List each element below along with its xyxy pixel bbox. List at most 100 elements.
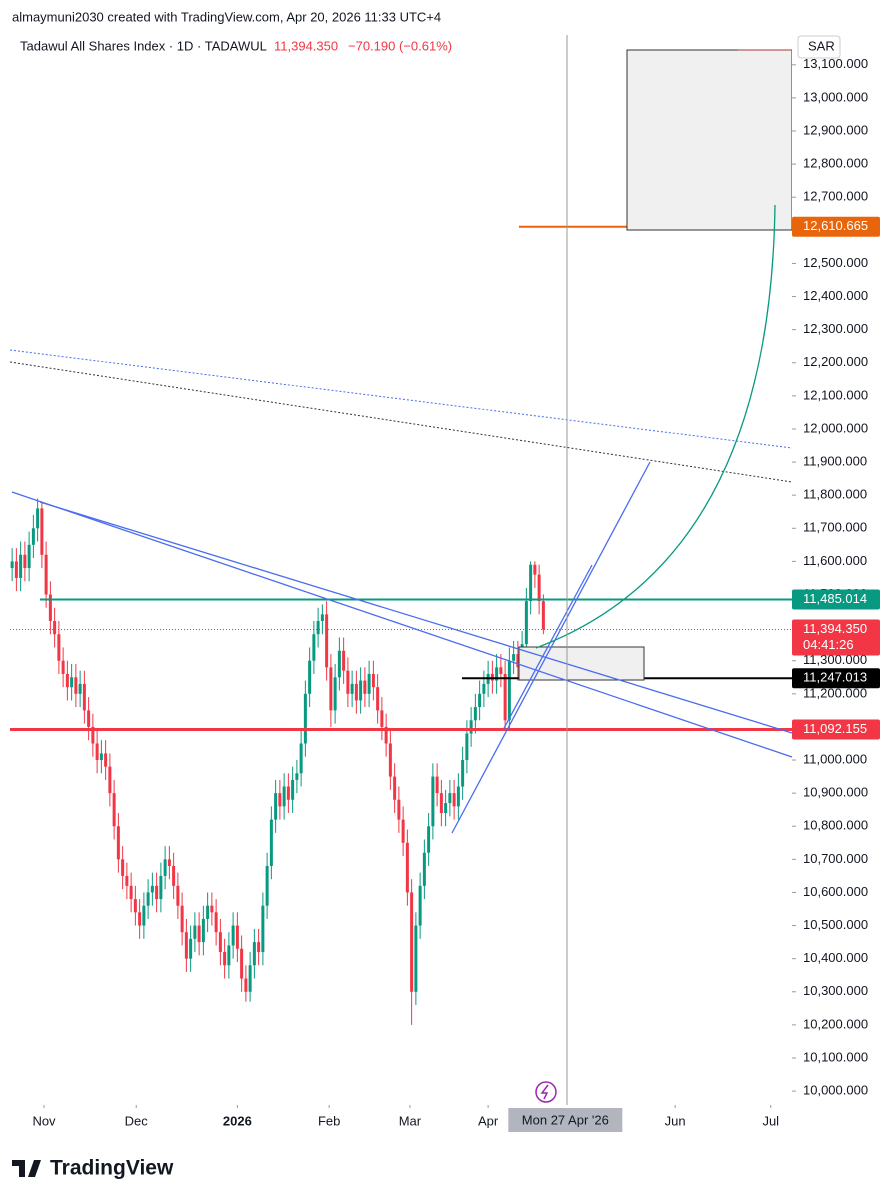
candle-body (27, 544, 31, 569)
x-tick-label: Nov (32, 1113, 56, 1128)
level-label-bg (792, 589, 880, 610)
candle-body (278, 793, 282, 807)
candle-body (53, 620, 57, 635)
trend-dotted (9, 349, 793, 449)
trendline (451, 461, 651, 834)
y-tick-label: 10,900.000 (803, 785, 868, 800)
candle-body (333, 677, 337, 711)
candle-body (299, 743, 303, 774)
y-tick-label: 10,800.000 (803, 818, 868, 833)
candle-body (380, 710, 384, 727)
candle-body (10, 561, 14, 569)
target-box (626, 49, 793, 231)
candle-body (503, 673, 507, 721)
candle-body (99, 753, 103, 761)
symbol: Tadawul All Shares Index · 1D · TADAWUL (20, 38, 267, 53)
candle-body (291, 779, 295, 800)
candle-body (19, 554, 23, 578)
time-axis: Nov Dec 2026 Feb Mar Apr Jun Jul Mon 27 Apr '26 (32, 1105, 779, 1132)
logo-text: TradingView (50, 1157, 174, 1180)
x-tick-label: Mar (399, 1113, 422, 1128)
y-tick-label: 11,800.000 (803, 487, 867, 502)
candle-body (414, 925, 418, 992)
logo-mark (12, 1160, 41, 1177)
candle-body (312, 634, 316, 661)
candle-body (346, 670, 350, 694)
candle-body (159, 875, 163, 900)
candle-body (410, 892, 414, 992)
candle-body (129, 885, 133, 900)
candle-body (193, 925, 197, 939)
candle-body (308, 660, 312, 694)
candle-body (401, 819, 405, 843)
candle-body (537, 574, 541, 602)
candle-body (354, 683, 358, 701)
y-tick-label: 10,200.000 (803, 1016, 868, 1031)
y-tick-label: 11,200.000 (803, 685, 867, 700)
y-tick-label: 12,400.000 (803, 288, 868, 303)
candle-body (320, 614, 324, 621)
candle-body (155, 885, 159, 900)
candle-body (439, 793, 443, 814)
y-tick-label: 12,200.000 (803, 354, 868, 369)
candle-body (125, 875, 129, 886)
candle-body (363, 680, 367, 694)
change: −70.190 (−0.61%) (348, 38, 452, 53)
countdown: 04:41:26 (803, 637, 854, 652)
candle-body (350, 683, 354, 694)
candle-body (150, 885, 154, 893)
candle-body (529, 564, 533, 602)
event-icon[interactable] (535, 1081, 557, 1103)
last-price-label: 11,394.350 (803, 621, 867, 636)
candle-body (316, 620, 320, 635)
y-tick-label: 12,800.000 (803, 156, 868, 171)
candle-body (269, 819, 273, 866)
currency-box (797, 35, 841, 59)
level-label-bg (792, 719, 880, 740)
candle-body (397, 799, 401, 820)
trendline (39, 501, 793, 734)
candle-body (223, 952, 227, 966)
candle-body (257, 942, 261, 953)
zone-box (518, 646, 645, 681)
plot (10, 225, 792, 1025)
x-tick-label: 2026 (223, 1113, 252, 1128)
candle-body (91, 726, 95, 744)
candle-body (189, 938, 193, 959)
candle-body (163, 859, 167, 876)
axis-bg (792, 35, 895, 1105)
candle-body (146, 892, 150, 906)
candle-body (61, 660, 65, 674)
y-tick-label: 12,700.000 (803, 189, 868, 204)
price-axis: SAR 10,000.000 10,100.000 10,200.000 10,300… (792, 35, 895, 1105)
candle-body (516, 654, 520, 668)
y-tick-label: 11,000.000 (803, 751, 867, 766)
last-price: 11,394.350 (274, 38, 338, 53)
y-tick-label: 12,300.000 (803, 321, 868, 336)
candle-body (40, 508, 44, 555)
candle-body (70, 677, 74, 688)
candle-body (507, 660, 511, 721)
candle-body (31, 528, 35, 545)
candle-body (244, 978, 248, 992)
crosshair-label-bg (508, 1108, 623, 1132)
candle-body (495, 667, 499, 681)
candle-body (431, 776, 435, 827)
candle-body (303, 693, 307, 744)
candle-body (116, 826, 120, 860)
candle-body (541, 601, 545, 630)
candle-body (23, 554, 27, 569)
last-price-bg (792, 619, 880, 656)
x-tick-label: Apr (478, 1113, 499, 1128)
level-label: 11,092.155 (803, 721, 867, 736)
candle-body (465, 733, 469, 761)
level-label: 11,485.014 (803, 591, 867, 606)
candle-body (14, 561, 18, 578)
candle-body (44, 554, 48, 595)
x-tick-label: Dec (125, 1113, 149, 1128)
x-tick-label: Jul (762, 1113, 779, 1128)
candle-body (82, 683, 86, 711)
x-tick-label: Feb (318, 1113, 340, 1128)
y-tick-label: 12,100.000 (803, 387, 868, 402)
